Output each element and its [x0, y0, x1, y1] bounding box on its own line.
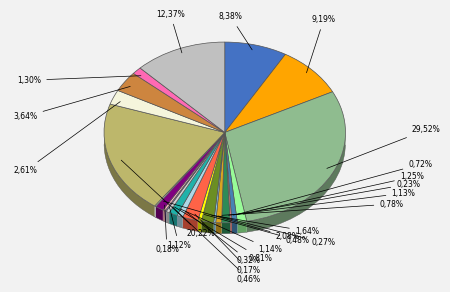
Wedge shape	[225, 133, 237, 223]
Polygon shape	[163, 210, 165, 222]
Text: 0,18%: 0,18%	[155, 205, 179, 254]
Wedge shape	[104, 104, 225, 206]
Wedge shape	[140, 42, 225, 133]
Text: 12,37%: 12,37%	[156, 10, 185, 53]
Text: 1,64%: 1,64%	[212, 215, 319, 236]
Wedge shape	[155, 133, 225, 207]
Text: 0,78%: 0,78%	[222, 199, 403, 215]
Polygon shape	[201, 221, 214, 233]
Wedge shape	[163, 133, 225, 211]
Polygon shape	[183, 217, 198, 231]
Polygon shape	[177, 215, 183, 228]
Text: 1,30%: 1,30%	[17, 76, 141, 85]
Text: 8,38%: 8,38%	[219, 13, 252, 50]
Text: 1,14%: 1,14%	[180, 209, 283, 254]
Wedge shape	[166, 133, 225, 213]
Text: 1,12%: 1,12%	[167, 207, 191, 250]
Wedge shape	[225, 133, 232, 223]
Polygon shape	[165, 211, 166, 222]
Text: 3,64%: 3,64%	[14, 86, 130, 121]
Wedge shape	[183, 133, 225, 220]
Polygon shape	[221, 223, 230, 234]
Wedge shape	[133, 68, 225, 133]
Polygon shape	[166, 211, 169, 223]
Text: 0,17%: 0,17%	[195, 214, 261, 274]
Wedge shape	[201, 133, 225, 223]
Polygon shape	[104, 134, 155, 217]
Text: 29,52%: 29,52%	[327, 126, 441, 168]
Text: 20,22%: 20,22%	[121, 160, 215, 238]
Polygon shape	[232, 222, 237, 234]
Polygon shape	[214, 223, 216, 233]
Wedge shape	[225, 42, 285, 133]
Wedge shape	[214, 133, 225, 223]
Wedge shape	[216, 133, 225, 223]
Text: 1,25%: 1,25%	[243, 173, 424, 214]
Polygon shape	[155, 206, 156, 218]
Text: 0,23%: 0,23%	[233, 180, 420, 215]
Text: 0,48%: 0,48%	[204, 215, 309, 245]
Text: 0,46%: 0,46%	[172, 207, 261, 284]
Wedge shape	[225, 133, 247, 222]
Wedge shape	[110, 91, 225, 133]
Text: 1,13%: 1,13%	[229, 189, 415, 215]
Wedge shape	[177, 133, 225, 217]
Polygon shape	[237, 221, 247, 233]
Wedge shape	[165, 133, 225, 211]
Text: 2,08%: 2,08%	[163, 201, 299, 241]
Text: 2,61%: 2,61%	[14, 102, 120, 175]
Text: 0,72%: 0,72%	[237, 160, 432, 215]
Text: 0,32%: 0,32%	[185, 211, 261, 265]
Polygon shape	[169, 213, 177, 226]
Wedge shape	[156, 133, 225, 210]
Wedge shape	[225, 54, 333, 133]
Text: 0,81%: 0,81%	[175, 207, 273, 263]
Text: 9,19%: 9,19%	[306, 15, 336, 73]
Wedge shape	[198, 133, 225, 221]
Wedge shape	[118, 73, 225, 133]
Wedge shape	[225, 92, 346, 221]
Polygon shape	[198, 220, 201, 232]
Wedge shape	[169, 133, 225, 215]
Polygon shape	[156, 207, 163, 221]
Polygon shape	[230, 223, 232, 234]
Text: 0,27%: 0,27%	[218, 216, 336, 247]
Polygon shape	[247, 134, 346, 232]
Polygon shape	[216, 223, 221, 234]
Wedge shape	[221, 133, 230, 223]
